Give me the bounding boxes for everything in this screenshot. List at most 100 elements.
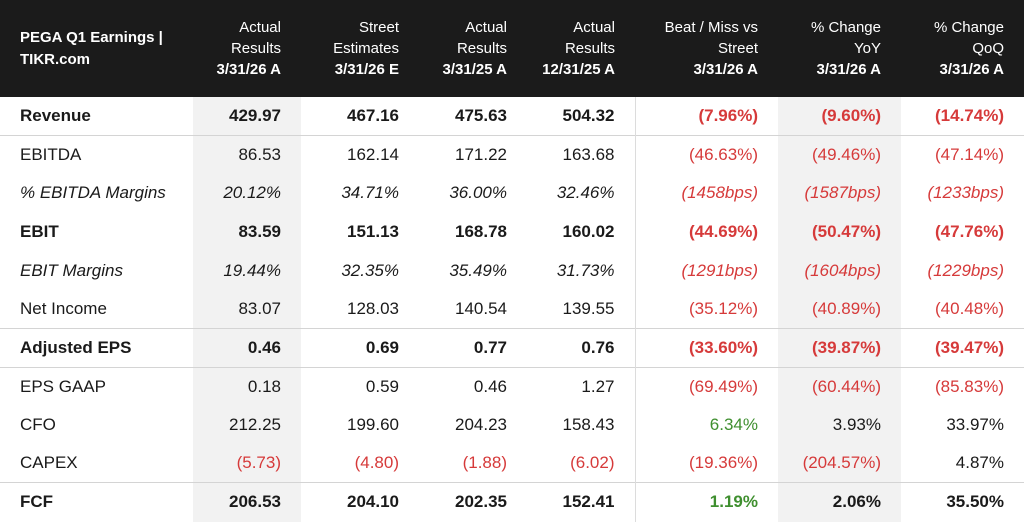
cell-beat-miss: (35.12%) bbox=[634, 289, 778, 329]
cell-actual-q1-25: 0.46 bbox=[419, 366, 527, 406]
row-label: CFO bbox=[20, 415, 56, 435]
row-label: FCF bbox=[0, 482, 193, 522]
column-header-date: 3/31/26 A bbox=[939, 61, 1005, 78]
cell-actual-q1-25: 140.54 bbox=[455, 299, 507, 319]
column-header-actual-q4-25: Actual Results 12/31/25 A bbox=[527, 0, 635, 97]
column-header-street-estimates: Street Estimates 3/31/26 E bbox=[301, 0, 419, 97]
title-line2: TIKR.com bbox=[20, 50, 91, 68]
table-row-ebitda-margins: % EBITDA Margins 20.12% 34.71% 36.00% 32… bbox=[0, 174, 1024, 213]
cell-actual-q1-26: 20.12% bbox=[193, 174, 301, 213]
row-label: CAPEX bbox=[20, 453, 78, 473]
column-header-line2: Results bbox=[456, 40, 507, 57]
row-label: Revenue bbox=[20, 106, 91, 126]
cell-actual-q4-25: 158.43 bbox=[562, 415, 615, 435]
cell-change-qoq: (1229bps) bbox=[927, 260, 1004, 280]
column-header-actual-q1-25: Actual Results 3/31/25 A bbox=[419, 0, 527, 97]
cell-actual-q1-25: 204.23 bbox=[455, 415, 507, 435]
cell-change-qoq: (47.76%) bbox=[935, 222, 1004, 242]
cell-change-qoq: (39.47%) bbox=[901, 328, 1024, 368]
cell-change-yoy: (204.57%) bbox=[778, 444, 901, 483]
cell-street-estimate: 0.59 bbox=[301, 366, 419, 406]
column-header-date: 3/31/26 A bbox=[693, 61, 759, 78]
cell-change-yoy: (1587bps) bbox=[778, 174, 901, 213]
column-header-line2: Estimates bbox=[333, 40, 399, 57]
cell-change-yoy: (49.46%) bbox=[778, 135, 901, 175]
cell-beat-miss: (44.69%) bbox=[634, 212, 778, 252]
cell-actual-q1-26: 212.25 bbox=[193, 405, 301, 445]
cell-actual-q4-25: 163.68 bbox=[527, 135, 635, 175]
table-row-ebit-margins: EBIT Margins 19.44% 32.35% 35.49% 31.73%… bbox=[0, 251, 1024, 290]
cell-actual-q1-26: 429.97 bbox=[193, 97, 301, 136]
cell-change-yoy: (9.60%) bbox=[778, 97, 901, 136]
cell-street-estimate: 162.14 bbox=[301, 135, 419, 175]
column-header-date: 3/31/26 E bbox=[334, 61, 399, 78]
cell-actual-q1-26: 206.53 bbox=[193, 482, 301, 522]
cell-actual-q1-26: 0.46 bbox=[193, 328, 301, 368]
cell-change-qoq: 35.50% bbox=[901, 482, 1024, 522]
title-line1: PEGA Q1 Earnings | bbox=[20, 28, 163, 46]
column-header-line1: Actual bbox=[573, 19, 615, 36]
column-header-line1: Street bbox=[358, 19, 399, 36]
column-header-line2: YoY bbox=[854, 40, 881, 57]
row-label: EBITDA bbox=[0, 135, 193, 175]
row-label: EBIT bbox=[20, 222, 59, 242]
cell-beat-miss: (46.63%) bbox=[634, 135, 778, 175]
column-header-date: 12/31/25 A bbox=[542, 61, 615, 78]
cell-street-estimate: 151.13 bbox=[347, 222, 399, 242]
column-header-actual-q1-26: Actual Results 3/31/26 A bbox=[193, 0, 301, 97]
cell-beat-miss: (69.49%) bbox=[634, 366, 778, 406]
cell-beat-miss: (19.36%) bbox=[634, 444, 778, 483]
cell-actual-q4-25: 1.27 bbox=[527, 366, 635, 406]
cell-actual-q1-25: 36.00% bbox=[449, 183, 507, 203]
cell-actual-q1-25: (1.88) bbox=[462, 453, 507, 473]
column-header-line1: % Change bbox=[810, 19, 881, 36]
column-header-line1: Beat / Miss vs bbox=[664, 19, 758, 36]
cell-street-estimate: 128.03 bbox=[347, 299, 399, 319]
cell-beat-miss: 1.19% bbox=[634, 482, 778, 522]
column-header-line2: QoQ bbox=[972, 40, 1004, 57]
cell-street-estimate: 0.69 bbox=[301, 328, 419, 368]
cell-actual-q1-25: 171.22 bbox=[419, 135, 527, 175]
table-row-revenue: Revenue 429.97 467.16 475.63 504.32 (7.9… bbox=[0, 97, 1024, 136]
cell-change-qoq: (1233bps) bbox=[927, 183, 1004, 203]
cell-actual-q4-25: 139.55 bbox=[562, 299, 615, 319]
cell-actual-q1-25: 168.78 bbox=[455, 222, 507, 242]
cell-actual-q4-25: (6.02) bbox=[570, 453, 615, 473]
table-row-cfo: CFO 212.25 199.60 204.23 158.43 6.34% 3.… bbox=[0, 405, 1024, 445]
cell-change-qoq: 4.87% bbox=[955, 453, 1004, 473]
column-header-line1: % Change bbox=[933, 19, 1004, 36]
cell-actual-q4-25: 32.46% bbox=[556, 183, 615, 203]
cell-beat-miss: (1291bps) bbox=[634, 251, 778, 290]
cell-actual-q4-25: 152.41 bbox=[527, 482, 635, 522]
cell-change-qoq: (47.14%) bbox=[901, 135, 1024, 175]
cell-change-qoq: (40.48%) bbox=[935, 299, 1004, 319]
cell-actual-q1-26: 0.18 bbox=[193, 366, 301, 406]
column-header-line1: Actual bbox=[465, 19, 507, 36]
table-body: Revenue 429.97 467.16 475.63 504.32 (7.9… bbox=[0, 97, 1024, 522]
cell-actual-q4-25: 160.02 bbox=[562, 222, 615, 242]
column-header-line2: Results bbox=[564, 40, 615, 57]
cell-actual-q1-25: 475.63 bbox=[455, 106, 507, 126]
cell-actual-q1-25: 202.35 bbox=[419, 482, 527, 522]
column-header-change-qoq: % Change QoQ 3/31/26 A bbox=[901, 0, 1024, 97]
cell-street-estimate: (4.80) bbox=[354, 453, 399, 473]
cell-change-yoy: (1604bps) bbox=[778, 251, 901, 290]
cell-change-yoy: (40.89%) bbox=[778, 289, 901, 329]
table-row-fcf: FCF 206.53 204.10 202.35 152.41 1.19% 2.… bbox=[0, 482, 1024, 522]
cell-actual-q4-25: 31.73% bbox=[556, 260, 615, 280]
column-header-date: 3/31/26 A bbox=[816, 61, 882, 78]
cell-actual-q1-26: (5.73) bbox=[193, 444, 301, 483]
cell-actual-q1-26: 19.44% bbox=[193, 251, 301, 290]
row-label: EBIT Margins bbox=[20, 260, 123, 280]
row-label: Adjusted EPS bbox=[0, 328, 193, 368]
column-header-line2: Results bbox=[230, 40, 281, 57]
table-row-net-income: Net Income 83.07 128.03 140.54 139.55 (3… bbox=[0, 289, 1024, 329]
cell-street-estimate: 204.10 bbox=[301, 482, 419, 522]
column-header-date: 3/31/26 A bbox=[216, 61, 282, 78]
cell-street-estimate: 32.35% bbox=[341, 260, 399, 280]
cell-actual-q1-26: 83.59 bbox=[193, 212, 301, 252]
cell-beat-miss: 6.34% bbox=[634, 405, 778, 445]
cell-street-estimate: 467.16 bbox=[347, 106, 399, 126]
table-row-ebit: EBIT 83.59 151.13 168.78 160.02 (44.69%)… bbox=[0, 212, 1024, 252]
